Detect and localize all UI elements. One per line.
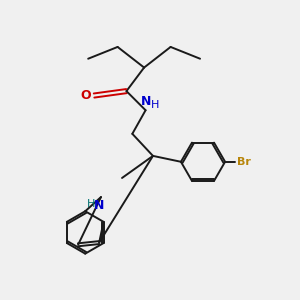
Text: O: O: [80, 89, 91, 102]
Text: Br: Br: [238, 157, 251, 167]
Text: N: N: [94, 199, 105, 212]
Text: H: H: [151, 100, 159, 110]
Text: H: H: [87, 199, 96, 208]
Text: N: N: [140, 95, 151, 108]
